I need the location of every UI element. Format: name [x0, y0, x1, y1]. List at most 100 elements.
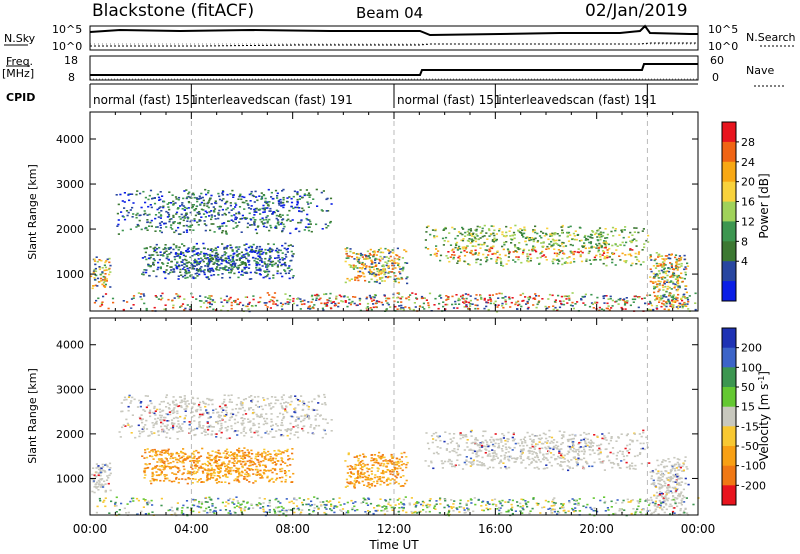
power-echo-cell	[195, 205, 198, 208]
power-echo-cell	[92, 270, 96, 273]
velocity-echo-cell	[171, 410, 174, 412]
velocity-echo-cell	[537, 459, 540, 461]
power-echo-cell	[643, 243, 646, 245]
velocity-echo-cell	[296, 424, 299, 426]
power-echo-cell	[240, 255, 244, 257]
power-echo-cell	[159, 198, 162, 201]
velocity-echo-cell	[378, 456, 381, 459]
velocity-echo-cell	[169, 462, 172, 464]
power-echo-cell	[298, 230, 301, 233]
velocity-echo-cell	[438, 435, 441, 438]
velocity-echo-cell	[200, 432, 203, 434]
velocity-echo-cell	[204, 405, 207, 408]
power-echo-cell	[451, 295, 454, 298]
power-echo-cell	[579, 250, 582, 253]
power-echo-cell	[215, 252, 218, 255]
power-echo-cell	[355, 253, 358, 255]
power-echo-cell	[98, 281, 101, 283]
velocity-echo-cell	[179, 415, 182, 418]
velocity-echo-cell	[143, 477, 146, 479]
power-colorbar-tick-label: 20	[741, 176, 755, 189]
velocity-echo-cell	[145, 428, 149, 430]
power-echo-cell	[276, 304, 279, 307]
power-echo-cell	[468, 238, 471, 240]
power-echo-cell	[286, 267, 289, 270]
velocity-echo-cell	[225, 412, 228, 414]
power-echo-cell	[256, 245, 259, 248]
power-echo-cell	[139, 214, 142, 216]
power-echo-cell	[235, 259, 238, 261]
velocity-echo-cell	[236, 476, 239, 478]
power-echo-cell	[217, 217, 220, 220]
power-echo-cell	[193, 260, 196, 262]
velocity-echo-cell	[279, 402, 282, 405]
power-echo-cell	[359, 252, 363, 255]
power-echo-cell	[498, 257, 501, 259]
power-echo-cell	[197, 270, 200, 273]
power-echo-cell	[208, 301, 211, 304]
power-echo-cell	[656, 285, 659, 288]
power-echo-cell	[211, 267, 214, 270]
power-echo-cell	[365, 256, 368, 258]
velocity-echo-cell	[167, 420, 170, 422]
power-echo-cell	[626, 300, 629, 302]
power-echo-cell	[448, 232, 451, 234]
velocity-echo-cell	[288, 428, 291, 431]
power-echo-cell	[210, 218, 213, 221]
velocity-echo-cell	[158, 414, 162, 417]
power-echo-cell	[513, 244, 517, 246]
velocity-echo-cell	[394, 467, 397, 469]
power-echo-cell	[220, 262, 223, 265]
velocity-echo-cell	[385, 466, 388, 468]
power-echo-cell	[453, 228, 456, 230]
power-echo-cell	[308, 305, 311, 307]
power-echo-cell	[358, 257, 361, 259]
velocity-echo-cell	[278, 477, 281, 479]
velocity-echo-cell	[361, 480, 364, 483]
velocity-echo-cell	[256, 471, 259, 474]
power-echo-cell	[595, 243, 598, 245]
power-echo-cell	[572, 307, 575, 310]
power-echo-cell	[379, 251, 382, 254]
power-echo-cell	[643, 246, 646, 249]
velocity-echo-cell	[217, 464, 221, 467]
power-echo-cell	[221, 273, 224, 275]
velocity-echo-cell	[248, 455, 251, 458]
power-echo-cell	[221, 254, 224, 257]
power-echo-cell	[527, 306, 530, 309]
power-echo-cell	[145, 258, 148, 261]
velocity-echo-cell	[393, 482, 396, 484]
power-echo-cell	[215, 202, 218, 205]
velocity-echo-cell	[277, 449, 280, 452]
velocity-echo-cell	[259, 453, 262, 456]
power-echo-cell	[357, 275, 360, 277]
velocity-echo-cell	[234, 430, 237, 432]
velocity-echo-cell	[138, 399, 141, 402]
power-echo-cell	[594, 233, 597, 236]
power-echo-cell	[438, 295, 441, 297]
velocity-echo-cell	[141, 421, 144, 424]
velocity-echo-cell	[258, 426, 261, 429]
velocity-echo-cell	[255, 465, 258, 468]
velocity-echo-cell	[273, 450, 276, 452]
power-echo-cell	[474, 245, 477, 248]
power-echo-cell	[101, 272, 104, 274]
power-echo-cell	[203, 273, 206, 276]
velocity-echo-cell	[145, 406, 148, 409]
power-echo-cell	[234, 216, 237, 218]
velocity-echo-cell	[180, 406, 183, 409]
velocity-echo-cell	[161, 465, 164, 468]
velocity-echo-cell	[301, 427, 304, 430]
velocity-echo-cell	[307, 431, 310, 434]
power-echo-cell	[327, 299, 330, 302]
velocity-echo-cell	[152, 474, 155, 476]
velocity-echo-cell	[154, 418, 157, 420]
power-echo-cell	[229, 202, 232, 204]
power-echo-cell	[529, 253, 532, 256]
velocity-echo-cell	[395, 476, 398, 479]
power-echo-cell	[314, 294, 317, 297]
power-echo-cell	[642, 261, 645, 263]
power-echo-cell	[660, 269, 663, 272]
power-echo-cell	[348, 255, 351, 257]
power-echo-cell	[263, 222, 266, 224]
